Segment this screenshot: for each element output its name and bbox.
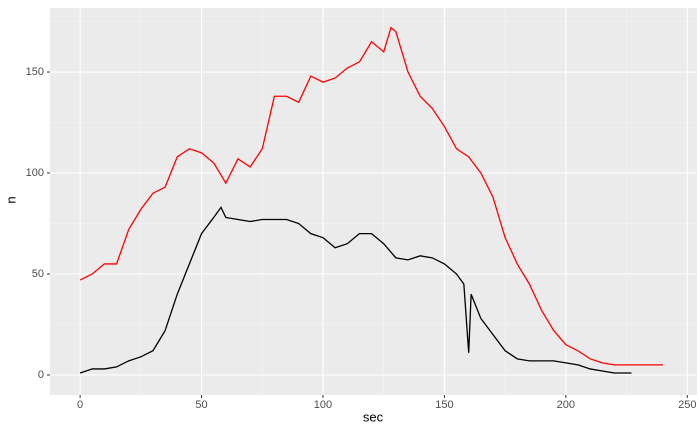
y-tick-label: 150 xyxy=(26,66,44,78)
y-tick-label: 100 xyxy=(26,167,44,179)
x-tick-label: 150 xyxy=(435,399,453,411)
y-tick-label: 50 xyxy=(32,268,44,280)
x-tick-label: 0 xyxy=(77,399,83,411)
y-axis-title: n xyxy=(3,196,18,203)
x-tick-label: 50 xyxy=(195,399,207,411)
x-axis-title: sec xyxy=(363,409,384,424)
y-tick-label: 0 xyxy=(38,369,44,381)
x-tick-label: 250 xyxy=(678,399,696,411)
x-tick-label: 100 xyxy=(314,399,332,411)
series-line xyxy=(79,26,663,366)
x-tick-label: 200 xyxy=(557,399,575,411)
series-line xyxy=(79,206,632,374)
